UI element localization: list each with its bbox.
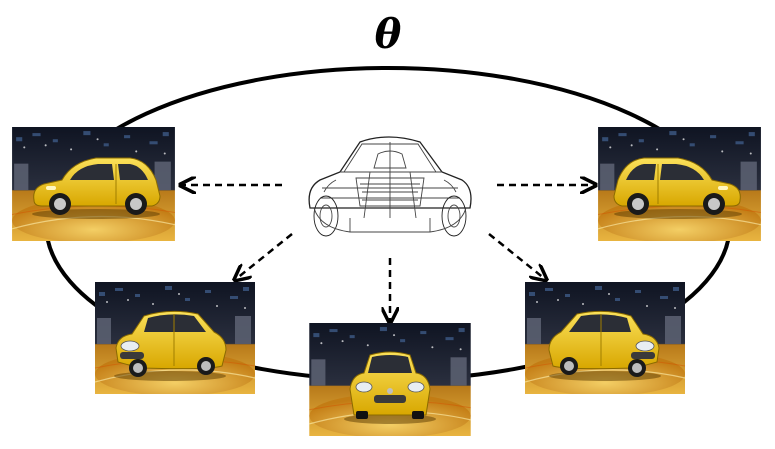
car-front-left-view-icon — [94, 282, 256, 394]
wireframe-car-icon — [308, 136, 472, 237]
arrow-to-front-left-view — [236, 233, 293, 279]
arrow-to-front-right-view — [488, 233, 545, 279]
theta-label: θ — [375, 11, 402, 58]
car-front-right-view-icon — [524, 282, 686, 394]
car-side-view-right-icon — [597, 127, 762, 241]
car-side-view-left-icon — [11, 127, 176, 241]
car-front-view-icon — [308, 323, 472, 436]
